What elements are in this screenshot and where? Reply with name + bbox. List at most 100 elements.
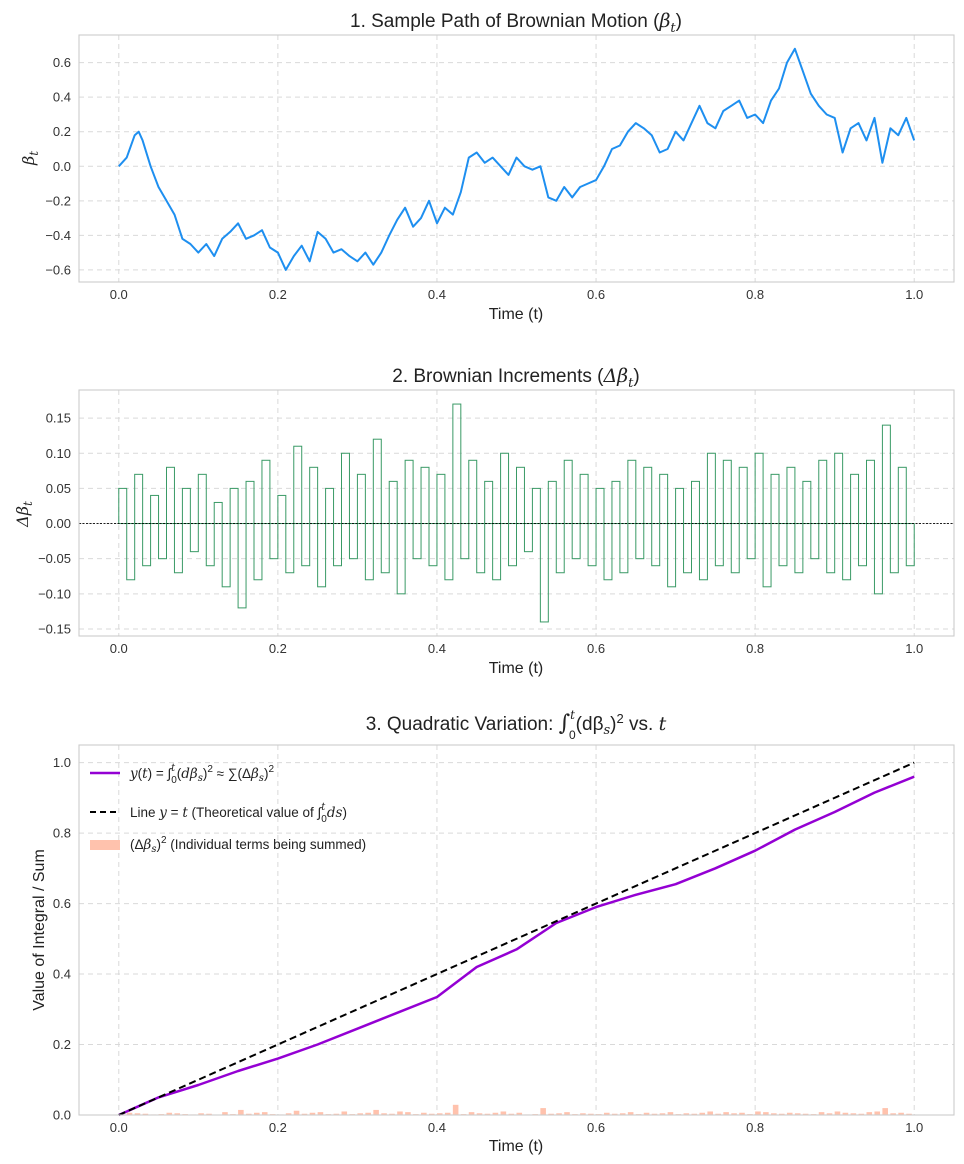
- increment-bar: [468, 459, 478, 525]
- increment-bar: [134, 473, 144, 525]
- squared-increment-bar: [508, 1113, 515, 1115]
- squared-increment-bar: [850, 1113, 857, 1115]
- squared-increment-bar: [898, 1112, 904, 1115]
- squared-increment-bar: [779, 1113, 785, 1115]
- chart1-y-tick-label: −0.6: [45, 262, 71, 277]
- increment-bar: [181, 487, 191, 525]
- squared-increment-bar: [659, 1113, 666, 1115]
- chart2-x-tick-label: 0.2: [269, 641, 287, 656]
- increment-bar: [492, 523, 502, 581]
- squared-increment-bar: [906, 1113, 912, 1115]
- increment-bar: [722, 459, 732, 525]
- squared-increment-bar: [643, 1112, 650, 1115]
- chart3-x-tick-label: 1.0: [905, 1120, 923, 1135]
- chart2-x-tick-label: 1.0: [905, 641, 923, 656]
- chart2-y-axis-label: Δβt: [13, 501, 35, 528]
- squared-increment-bar: [301, 1113, 308, 1115]
- squared-increment-bar: [611, 1113, 618, 1115]
- increment-bar: [786, 466, 796, 525]
- chart3-x-tick-label: 0.0: [110, 1120, 128, 1135]
- increment-bar: [380, 523, 390, 574]
- squared-increment-bar: [142, 1113, 149, 1115]
- squared-increment-bar: [468, 1112, 475, 1115]
- increment-bar: [571, 523, 581, 560]
- squared-increment-bar: [874, 1111, 881, 1115]
- increment-bar: [460, 523, 470, 560]
- increment-bar: [643, 466, 653, 525]
- chart3-legend: y(t) = ∫t 0(dβs)2 ≈ ∑(Δβs)2 Line y = t (T…: [90, 763, 366, 855]
- increment-bar: [197, 473, 207, 525]
- chart2-y-tick-label: −0.10: [38, 586, 71, 601]
- increment-bar: [810, 523, 820, 560]
- squared-increment-bar: [198, 1113, 204, 1115]
- increment-bar: [738, 466, 748, 525]
- increment-bar: [150, 494, 160, 525]
- increment-bar: [412, 523, 422, 560]
- squared-increment-bar: [763, 1112, 769, 1115]
- increment-bar: [166, 466, 175, 525]
- increment-bar: [563, 459, 573, 525]
- chart3-x-tick-label: 0.2: [269, 1120, 287, 1135]
- squared-increment-bar: [476, 1113, 483, 1115]
- increment-bar: [826, 523, 836, 574]
- increment-bar: [476, 523, 486, 574]
- increment-bar: [683, 523, 693, 574]
- chart1-x-axis-label: Time (t): [489, 306, 544, 323]
- increment-bar: [452, 403, 462, 525]
- chart1-plot-area: [78, 34, 955, 283]
- squared-increment-bar: [429, 1113, 435, 1115]
- squared-increment-bar: [619, 1113, 626, 1115]
- increment-bar: [802, 480, 812, 525]
- theoretical-line: [118, 761, 915, 1116]
- squared-increment-bar: [405, 1112, 411, 1115]
- increment-bar: [611, 480, 621, 525]
- chart3-y-tick-label: 0.4: [53, 967, 71, 982]
- squared-increment-bar: [627, 1112, 634, 1115]
- chart3-x-axis-label: Time (t): [489, 1138, 544, 1155]
- increment-bar: [237, 523, 247, 609]
- increment-bar: [595, 487, 605, 525]
- chart2-y-tick-label: 0.00: [46, 516, 71, 531]
- squared-increment-bar: [802, 1113, 809, 1115]
- increment-bar: [309, 466, 319, 525]
- chart3-y-tick-label: 0.8: [53, 826, 71, 841]
- squared-increment-bar: [397, 1111, 403, 1115]
- squared-increment-bar: [556, 1113, 562, 1115]
- legend-label-sum: y(t) = ∫t 0(dβs)2 ≈ ∑(Δβs)2: [129, 763, 274, 786]
- quadratic-variation-line: [118, 775, 915, 1117]
- squared-increment-bar: [588, 1113, 594, 1115]
- increment-bar: [245, 480, 255, 525]
- increment-bar: [285, 523, 295, 574]
- increment-bar: [858, 523, 868, 567]
- increment-bar: [293, 445, 303, 525]
- chart2-x-tick-label: 0.4: [428, 641, 446, 656]
- squared-increment-bar: [341, 1111, 348, 1115]
- increment-bar: [746, 523, 756, 560]
- squared-increment-bar: [166, 1112, 173, 1115]
- squared-increment-bar: [707, 1111, 713, 1115]
- chart3-y-tick-label: 1.0: [53, 755, 71, 770]
- squared-increment-bar: [126, 1112, 133, 1115]
- chart1-x-tick-label: 1.0: [905, 287, 923, 302]
- squared-increment-bar: [261, 1112, 268, 1115]
- increment-bar: [675, 487, 685, 525]
- increment-bar: [778, 523, 788, 567]
- squared-increment-bar: [739, 1112, 745, 1115]
- squared-increment-bar: [436, 1113, 443, 1115]
- squared-increment-bar: [818, 1112, 825, 1115]
- squared-increment-bar: [755, 1111, 761, 1115]
- squared-increment-bar: [222, 1112, 228, 1115]
- increment-bar: [253, 523, 263, 581]
- increment-bar: [770, 473, 780, 525]
- chart2-x-tick-label: 0.0: [110, 641, 128, 656]
- squared-increment-bar: [580, 1113, 586, 1115]
- increment-bar: [730, 523, 740, 574]
- increment-bar: [142, 523, 152, 567]
- squared-increment-bar: [246, 1113, 252, 1115]
- chart1-title: 1. Sample Path of Brownian Motion (βt): [350, 10, 682, 36]
- squared-increment-bar: [794, 1113, 801, 1115]
- increment-bar: [659, 473, 669, 525]
- increment-bar: [261, 459, 271, 525]
- squared-increment-bar: [317, 1112, 324, 1115]
